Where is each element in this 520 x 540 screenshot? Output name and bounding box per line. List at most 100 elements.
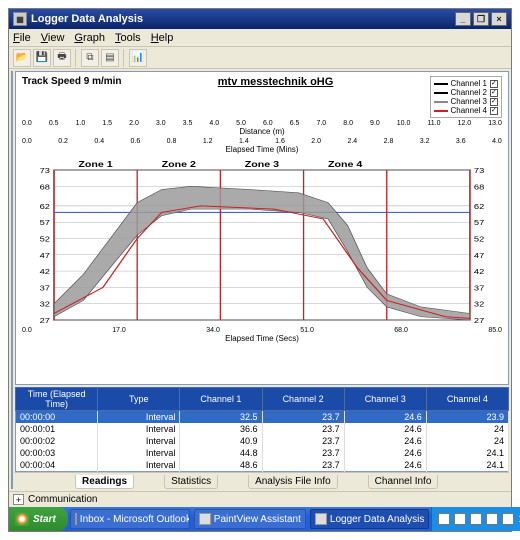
toolbar: 📂 💾 🖶 ⧉ ▤ 📊	[9, 47, 511, 69]
table-row[interactable]: 00:00:04Interval48.623.724.624.1	[16, 459, 509, 472]
taskbar-button-label: PaintView Assistant	[214, 514, 301, 525]
table-cell: 23.7	[262, 447, 344, 459]
svg-text:47: 47	[474, 252, 485, 260]
tray-icon[interactable]	[470, 513, 482, 525]
table-header[interactable]: Time (Elapsed Time)	[16, 388, 98, 411]
axis-tick: 3.6	[456, 138, 466, 145]
chart-legend: Channel 1Channel 2Channel 3Channel 4	[430, 76, 502, 118]
copy-icon[interactable]: ⧉	[81, 49, 99, 67]
axis-tick: 0.5	[49, 120, 59, 127]
legend-checkbox[interactable]	[490, 98, 498, 106]
table-header[interactable]: Channel 4	[426, 388, 508, 411]
axis-tick: 12.0	[458, 120, 472, 127]
close-button[interactable]: ×	[491, 12, 507, 26]
chart-icon[interactable]: 📊	[129, 49, 147, 67]
svg-text:73: 73	[40, 167, 51, 175]
table-cell: 23.7	[262, 435, 344, 447]
svg-text:27: 27	[474, 317, 485, 325]
start-label: Start	[33, 514, 56, 525]
taskbar-button-label: Inbox - Microsoft Outlook	[80, 514, 190, 525]
tray-icon[interactable]	[486, 513, 498, 525]
table-row[interactable]: 00:00:00Interval32.523.724.623.9	[16, 411, 509, 424]
data-tab[interactable]: Statistics	[164, 475, 218, 489]
sidebar-tree[interactable]: ▣600 Logger☰Nathan Demo☰mtv messtechnik …	[11, 71, 13, 489]
legend-label: Channel 2	[451, 88, 487, 97]
print-icon[interactable]: 🖶	[53, 49, 71, 67]
table-header[interactable]: Channel 2	[262, 388, 344, 411]
taskbar-button-label: Logger Data Analysis	[330, 514, 425, 525]
axis-tick: 4.0	[209, 120, 219, 127]
chart-plot[interactable]: 2727323237374242474752525757626268687373…	[22, 156, 502, 326]
data-panel: Time (Elapsed Time)TypeChannel 1Channel …	[15, 387, 509, 489]
axis-tick: 1.5	[102, 120, 112, 127]
table-header[interactable]: Channel 1	[180, 388, 262, 411]
legend-checkbox[interactable]	[490, 80, 498, 88]
communication-panel[interactable]: + Communication	[9, 491, 511, 507]
table-cell: 00:00:00	[16, 411, 98, 424]
table-row[interactable]: 00:00:01Interval36.623.724.624	[16, 423, 509, 435]
menu-tools[interactable]: Tools	[115, 32, 141, 44]
svg-text:42: 42	[40, 268, 51, 276]
tray-icon[interactable]	[438, 513, 450, 525]
table-header[interactable]: Type	[98, 388, 180, 411]
app-icon	[75, 513, 77, 525]
legend-swatch	[434, 83, 448, 85]
minimize-button[interactable]: _	[455, 12, 471, 26]
svg-text:Zone 3: Zone 3	[245, 159, 279, 168]
svg-text:57: 57	[474, 219, 485, 227]
tray-icon[interactable]	[502, 513, 514, 525]
taskbar-button[interactable]: Inbox - Microsoft Outlook	[70, 509, 190, 529]
tray-icon[interactable]	[454, 513, 466, 525]
table-row[interactable]: 00:00:02Interval40.923.724.624	[16, 435, 509, 447]
legend-checkbox[interactable]	[490, 89, 498, 97]
table-cell: 32.5	[180, 411, 262, 424]
save-icon[interactable]: 💾	[33, 49, 51, 67]
open-icon[interactable]: 📂	[13, 49, 31, 67]
legend-label: Channel 4	[451, 106, 487, 115]
axis-tick: 10.0	[397, 120, 411, 127]
axis-tick: 1.0	[76, 120, 86, 127]
elapsed-mins-axis-title: Elapsed Time (Mins)	[22, 145, 502, 154]
menubar: File View Graph Tools Help	[9, 29, 511, 47]
taskbar: Start Inbox - Microsoft Outlook PaintView…	[9, 507, 511, 531]
legend-checkbox[interactable]	[490, 107, 498, 115]
axis-tick: 6.0	[263, 120, 273, 127]
svg-text:Zone 1: Zone 1	[78, 159, 112, 168]
menu-help[interactable]: Help	[151, 32, 174, 44]
table-cell: 24.6	[344, 423, 426, 435]
table-cell: 44.8	[180, 447, 262, 459]
maximize-button[interactable]: ❐	[473, 12, 489, 26]
distance-axis-title: Distance (m)	[22, 127, 502, 136]
axis-tick: 6.5	[290, 120, 300, 127]
data-tab[interactable]: Analysis File Info	[248, 475, 338, 489]
data-tab[interactable]: Readings	[75, 475, 134, 489]
table-cell: 36.6	[180, 423, 262, 435]
menu-graph[interactable]: Graph	[74, 32, 105, 44]
readings-table[interactable]: Time (Elapsed Time)TypeChannel 1Channel …	[15, 387, 509, 472]
system-tray[interactable]: 16:35	[431, 507, 520, 531]
svg-text:Zone 4: Zone 4	[328, 159, 363, 168]
svg-text:42: 42	[474, 268, 485, 276]
table-header[interactable]: Channel 3	[344, 388, 426, 411]
table-cell: 23.9	[426, 411, 508, 424]
legend-label: Channel 3	[451, 97, 487, 106]
menu-view[interactable]: View	[41, 32, 65, 44]
legend-swatch	[434, 110, 448, 112]
svg-text:32: 32	[474, 301, 485, 309]
axis-tick: 1.4	[239, 138, 249, 145]
table-cell: Interval	[98, 411, 180, 424]
taskbar-button[interactable]: Logger Data Analysis	[310, 509, 430, 529]
app-icon	[315, 513, 327, 525]
content-area: Track Speed 9 m/min mtv messtechnik oHG …	[15, 71, 509, 489]
data-tab[interactable]: Channel Info	[368, 475, 439, 489]
menu-file[interactable]: File	[13, 32, 31, 44]
taskbar-button[interactable]: PaintView Assistant	[194, 509, 306, 529]
expand-icon[interactable]: +	[13, 494, 24, 505]
svg-text:37: 37	[474, 284, 485, 292]
grid-icon[interactable]: ▤	[101, 49, 119, 67]
app-icon: ▦	[13, 12, 27, 26]
start-button[interactable]: Start	[9, 507, 68, 531]
svg-text:68: 68	[40, 183, 51, 191]
table-row[interactable]: 00:00:03Interval44.823.724.624.1	[16, 447, 509, 459]
table-cell: 23.7	[262, 423, 344, 435]
